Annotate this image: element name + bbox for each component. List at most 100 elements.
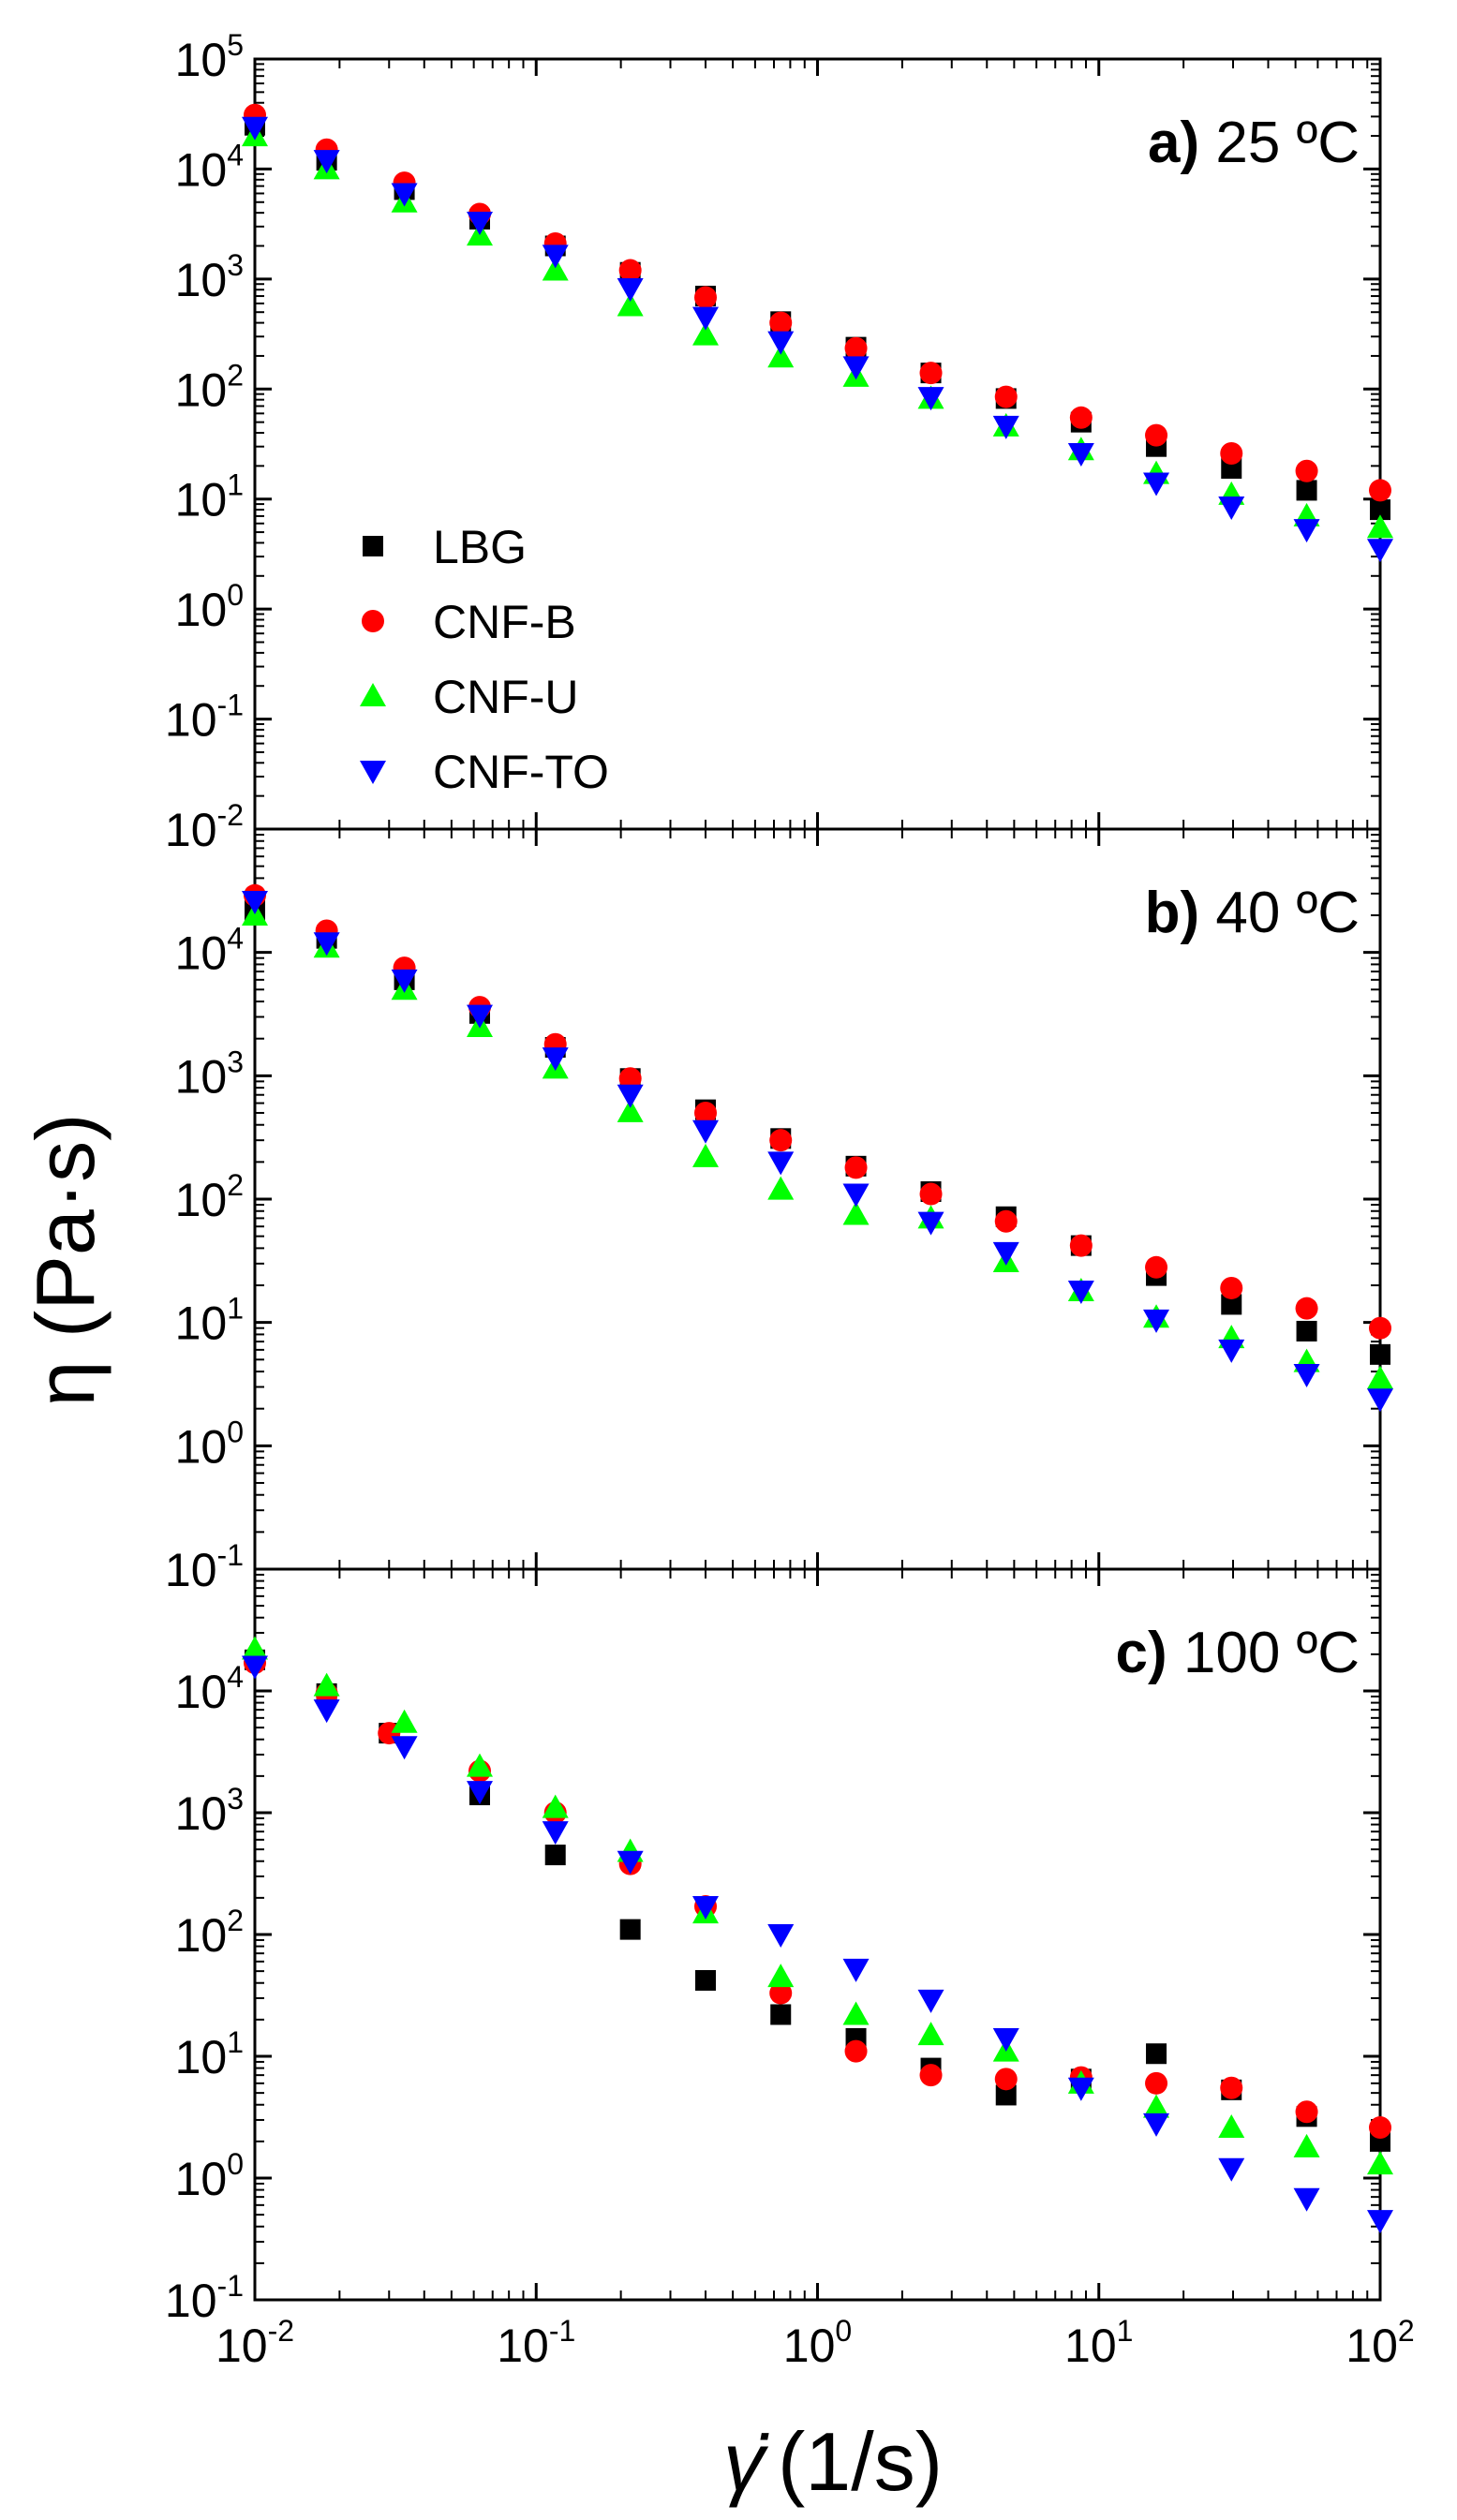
data-point-CNF-B (844, 336, 868, 360)
data-point-CNF-TO (617, 1084, 644, 1108)
data-point-CNF-TO (1367, 539, 1393, 563)
data-point-CNF-B (1069, 1234, 1093, 1257)
data-point-CNF-B (769, 311, 793, 334)
data-point-CNF-B (919, 2064, 943, 2087)
data-point-CNF-TO (467, 1004, 494, 1029)
data-point-CNF-U (842, 1201, 870, 1225)
y-tick-label: 10-1 (165, 2269, 244, 2327)
data-point-LBG (544, 1845, 566, 1866)
data-point-CNF-TO (242, 891, 268, 915)
data-point-CNF-TO (692, 306, 720, 331)
data-point-CNF-B (1145, 2071, 1168, 2095)
data-point-CNF-B (1295, 459, 1318, 482)
y-tick-label: 100 (175, 2147, 244, 2205)
data-point-CNF-B (694, 1101, 718, 1124)
data-point-CNF-TO (1067, 1281, 1094, 1305)
panel-b: 104 103 102 101 100 10-1 b) 40 ºC (165, 827, 1393, 1596)
data-point-CNF-U (1143, 2094, 1170, 2118)
data-point-CNF-B (1295, 2100, 1318, 2124)
y-tick-label: 103 (175, 1045, 244, 1103)
legend-label-CNF-TO: CNF-TO (433, 746, 609, 798)
data-point-CNF-B (1369, 479, 1391, 502)
legend: LBG CNF-B CNF-U CNF-TO (360, 521, 609, 798)
data-point-CNF-TO (1143, 472, 1170, 497)
data-point-CNF-TO (992, 415, 1019, 439)
data-point-CNF-TO (1367, 2210, 1393, 2234)
panel-letter: c) (1116, 1621, 1167, 1685)
data-point-CNF-U (467, 1753, 494, 1777)
y-tick-label: 10-1 (165, 689, 244, 747)
data-point-CNF-TO (1218, 497, 1245, 521)
data-point-CNF-TO (767, 1924, 795, 1948)
data-point-CNF-U (1293, 2133, 1320, 2157)
data-point-CNF-B (1295, 1297, 1318, 1320)
data-point-CNF-TO (1067, 442, 1094, 467)
data-point-LBG (695, 1969, 717, 1991)
x-tick-label: 10-2 (216, 2314, 294, 2372)
data-point-CNF-TO (242, 116, 268, 141)
data-point-CNF-U (917, 2022, 944, 2046)
data-point-CNF-B (694, 286, 718, 309)
y-tick-label: 100 (175, 578, 244, 636)
data-point-CNF-U (617, 292, 644, 317)
data-point-CNF-TO (767, 331, 795, 355)
data-point-CNF-TO (842, 356, 870, 380)
panel-temperature: 25 ºC (1215, 111, 1360, 175)
data-point-CNF-TO (1067, 2077, 1094, 2101)
data-point-CNF-TO (542, 245, 569, 269)
x-tick-label: 10-1 (497, 2314, 575, 2372)
panel-b-label: b) 40 ºC (1145, 881, 1360, 945)
data-point-CNF-TO (1143, 2112, 1170, 2137)
data-point-CNF-TO (467, 1781, 494, 1805)
y-tick-label: 105 (175, 28, 244, 86)
x-tick-label: 101 (1064, 2314, 1133, 2372)
series-CNF-TO (242, 891, 1393, 1413)
data-point-CNF-TO (1143, 1309, 1170, 1333)
data-point-CNF-TO (391, 183, 418, 207)
data-point-CNF-B (769, 1129, 793, 1152)
data-point-CNF-TO (842, 1958, 870, 1982)
y-tick-label: 103 (175, 1782, 244, 1840)
data-point-CNF-TO (1218, 2157, 1245, 2182)
data-point-CNF-TO (767, 1151, 795, 1176)
data-point-CNF-TO (542, 1047, 569, 1072)
data-point-CNF-B (844, 1156, 868, 1179)
data-point-CNF-U (692, 1143, 720, 1167)
data-point-LBG (1221, 1294, 1242, 1315)
data-point-CNF-TO (467, 211, 494, 235)
series-CNF-B (244, 103, 1391, 502)
data-point-CNF-B (1369, 2116, 1391, 2140)
data-point-CNF-B (1145, 423, 1168, 447)
data-point-CNF-U (391, 1709, 418, 1733)
x-tick-label: 100 (783, 2314, 852, 2372)
data-point-CNF-TO (692, 1119, 720, 1144)
data-point-CNF-B (769, 1981, 793, 2005)
legend-marker-LBG (363, 536, 383, 556)
data-point-CNF-TO (992, 1241, 1019, 1266)
x-axis-title: γ̇ (1/s) (723, 2415, 943, 2508)
data-point-CNF-TO (1293, 519, 1320, 543)
data-point-CNF-TO (313, 150, 340, 174)
data-point-CNF-B (1145, 1255, 1168, 1279)
data-point-CNF-TO (391, 969, 418, 993)
data-point-CNF-U (617, 1098, 644, 1122)
data-point-CNF-U (767, 344, 795, 368)
y-tick-label: 100 (175, 1415, 244, 1473)
legend-marker-CNF-U (360, 683, 386, 706)
data-point-CNF-TO (917, 1211, 944, 1236)
y-tick-label: 103 (175, 248, 244, 306)
data-point-CNF-TO (842, 1183, 870, 1208)
data-point-CNF-B (1369, 1316, 1391, 1340)
series-LBG (245, 1649, 1390, 2152)
panel-letter: b) (1145, 881, 1200, 945)
series-CNF-TO (242, 1655, 1393, 2234)
y-tick-label: 101 (175, 2025, 244, 2083)
data-point-CNF-B (1069, 406, 1093, 429)
data-point-LBG (1296, 480, 1317, 501)
legend-label-LBG: LBG (433, 521, 527, 573)
data-point-CNF-B (618, 259, 642, 282)
data-point-CNF-TO (1293, 2187, 1320, 2212)
series-CNF-B (244, 1652, 1391, 2140)
y-tick-label: 102 (175, 1168, 244, 1226)
series-CNF-U (242, 1636, 1393, 2175)
